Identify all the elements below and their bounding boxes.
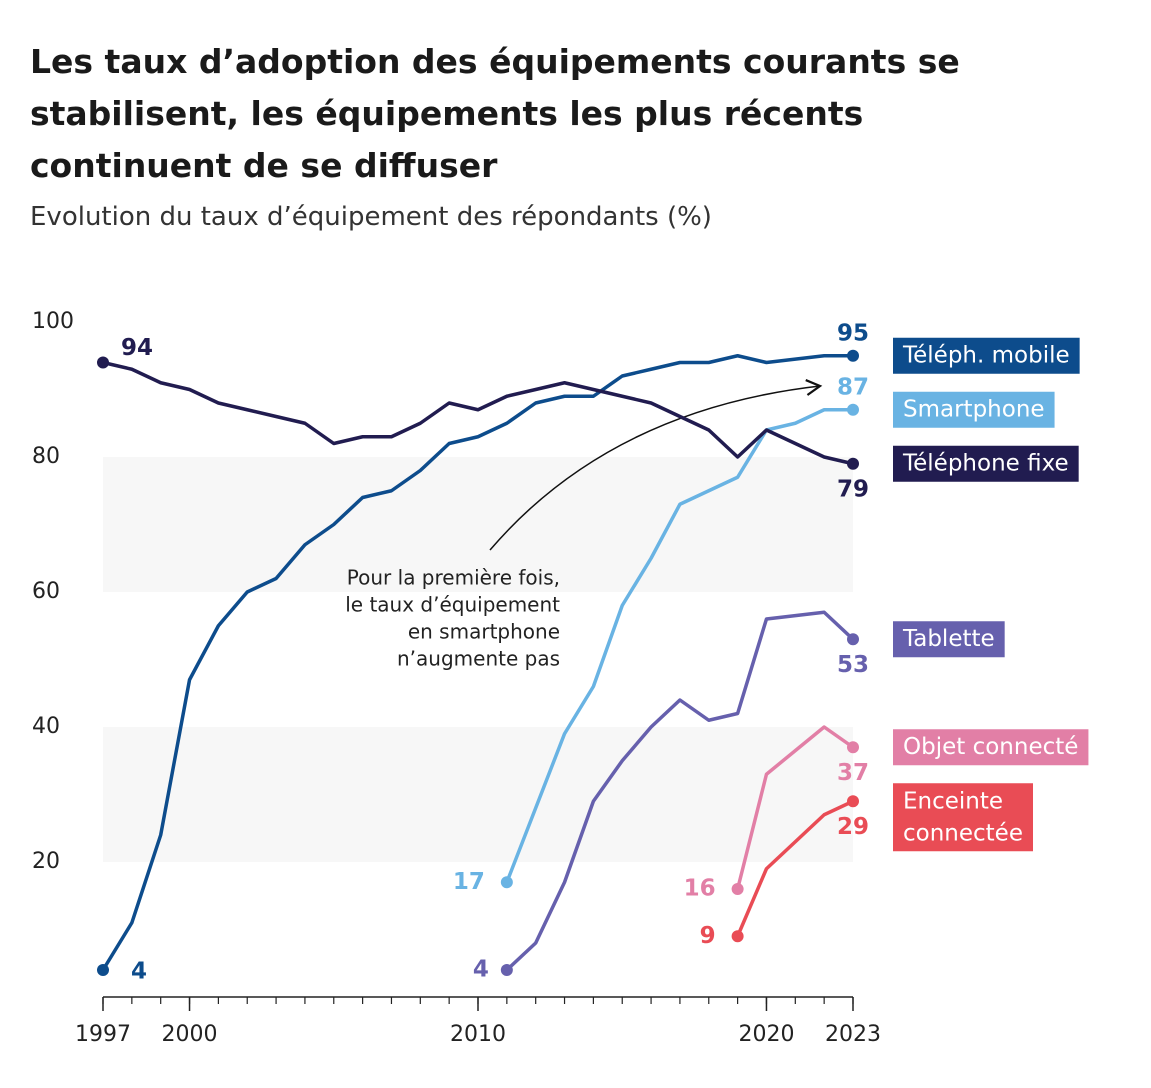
data-label: 4 (131, 959, 147, 985)
legend-box (893, 391, 1055, 428)
legend-label: Téléph. mobile (902, 342, 1070, 368)
grid-band (103, 727, 853, 862)
data-label: 37 (837, 760, 869, 786)
x-tick-label: 2023 (825, 1022, 881, 1047)
annotation: en smartphone (408, 620, 560, 644)
x-tick-label: 1997 (75, 1022, 131, 1047)
series-line (735, 725, 855, 890)
grid-band (103, 457, 853, 592)
chart-subtitle: Evolution du taux d’équipement des répon… (30, 202, 712, 232)
data-label: 53 (837, 652, 869, 678)
data-label: 79 (837, 476, 869, 502)
data-label: 94 (121, 335, 153, 361)
data-label: 17 (453, 869, 485, 895)
data-label: 95 (837, 320, 869, 346)
annotation-arrow (489, 379, 823, 551)
legend-box (893, 621, 1005, 658)
y-tick-label: 100 (32, 309, 74, 334)
end-point (97, 964, 109, 976)
end-point (500, 876, 513, 889)
end-point (847, 633, 859, 646)
series-line (505, 408, 853, 883)
annotation: Pour la première fois, (347, 566, 560, 590)
y-tick-label: 20 (32, 849, 60, 874)
y-tick-label: 80 (32, 444, 60, 469)
legend-box (893, 337, 1080, 374)
data-label: 9 (700, 923, 716, 949)
legend-label: Tablette (902, 626, 995, 652)
series-line (736, 799, 854, 937)
end-point (847, 403, 859, 416)
end-point (847, 349, 859, 362)
legend-label: Enceinte connectée (903, 788, 1023, 846)
y-tick-label: 60 (32, 579, 60, 604)
annotation: n’augmente pas (397, 647, 560, 671)
end-point (847, 457, 859, 470)
legend-box (893, 445, 1079, 482)
end-point (847, 741, 859, 754)
data-label: 87 (837, 374, 869, 400)
data-label: 4 (473, 957, 489, 983)
legend-label: Objet connecté (903, 734, 1078, 760)
end-point (731, 930, 744, 943)
end-point (97, 356, 109, 369)
end-point (731, 883, 744, 895)
end-point (500, 964, 513, 976)
y-tick-label: 40 (32, 714, 60, 739)
data-label: 16 (684, 876, 716, 902)
end-point (847, 795, 859, 808)
chart-title: Les taux d’adoption des équipements cour… (30, 42, 960, 185)
series-line (102, 360, 854, 466)
annotation: le taux d’équipement (345, 593, 560, 617)
legend-box (893, 783, 1033, 852)
x-tick-label: 2010 (450, 1022, 506, 1047)
x-tick-label: 2000 (162, 1022, 218, 1047)
series-line (505, 610, 855, 972)
x-tick-label: 2020 (738, 1022, 794, 1047)
legend-box (893, 729, 1089, 766)
data-label: 29 (837, 814, 869, 840)
legend-label: Téléphone fixe (902, 450, 1069, 476)
series-line (101, 354, 853, 971)
legend-label: Smartphone (903, 396, 1045, 422)
